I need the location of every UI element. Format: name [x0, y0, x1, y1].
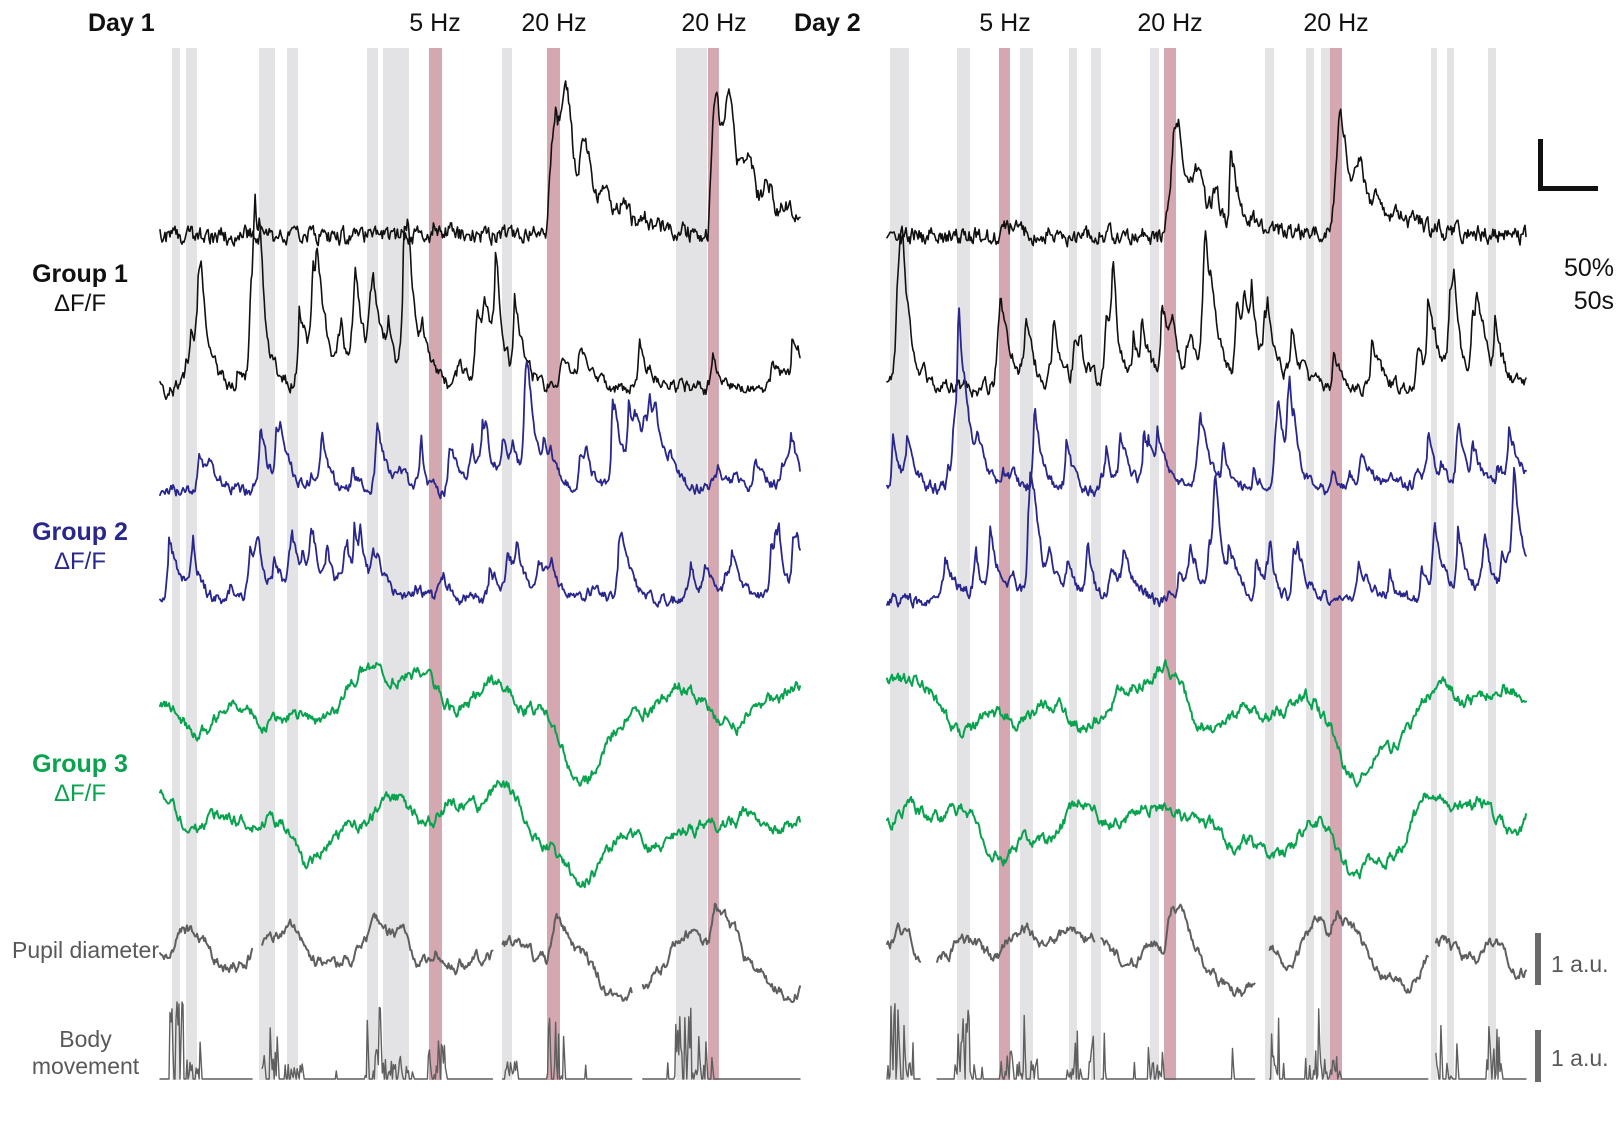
stim-band [429, 48, 442, 1080]
pupil-day1 [261, 912, 494, 976]
stim-band [1164, 48, 1176, 1080]
stim-label-day2-2: 20 Hz [1303, 9, 1369, 37]
body-day2 [886, 1003, 921, 1080]
movement-band [1488, 48, 1496, 1080]
group1-trace2-day1 [159, 193, 801, 401]
stim-band [708, 48, 719, 1080]
panel-title-day1: Day 1 [88, 9, 155, 37]
body-day1 [642, 1007, 801, 1080]
group3-trace2-day2 [886, 792, 1527, 880]
row-label-group2: Group 2 ΔF/F [0, 518, 160, 576]
group1-trace2-day2 [886, 225, 1527, 398]
stim-label-day1-2: 20 Hz [681, 9, 747, 37]
body-day1 [501, 1017, 633, 1080]
group1-subtitle: ΔF/F [53, 290, 107, 317]
panel-title-day2: Day 2 [794, 9, 861, 37]
body-scalebar [1535, 1030, 1541, 1082]
group1-trace1-day2 [886, 108, 1527, 248]
stim-label-day1-1: 20 Hz [521, 9, 587, 37]
group3-trace1-day2 [886, 659, 1527, 788]
movement-band [1265, 48, 1274, 1080]
pupil-day2 [1268, 910, 1429, 994]
body-scalebar-label: 1 a.u. [1551, 1045, 1609, 1071]
movement-band [287, 48, 298, 1080]
pupil-scalebar-label: 1 a.u. [1551, 951, 1609, 977]
group1-title: Group 1 [32, 260, 128, 288]
group3-subtitle: ΔF/F [53, 780, 107, 807]
stim-label-day2-0: 5 Hz [979, 9, 1031, 37]
movement-band [1306, 48, 1314, 1080]
group1-trace1-day1 [159, 80, 801, 247]
movement-band [1150, 48, 1159, 1080]
body-day2 [1100, 1032, 1256, 1080]
group2-trace2-day2 [886, 466, 1527, 609]
body-day2 [936, 1009, 1095, 1080]
pupil-day1 [641, 902, 801, 1003]
movement-band [1091, 48, 1101, 1080]
movement-band [1069, 48, 1077, 1080]
stim-band [1330, 48, 1342, 1080]
pupil-day1 [159, 924, 254, 973]
group3-title: Group 3 [32, 750, 128, 778]
row-label-body: Body movement [31, 1026, 140, 1079]
stim-label-day1-0: 5 Hz [409, 9, 461, 37]
stim-label-day2-1: 20 Hz [1137, 9, 1203, 37]
pupil-scalebar [1535, 933, 1541, 985]
movement-band [367, 48, 378, 1080]
stim-band [999, 48, 1010, 1080]
group2-title: Group 2 [32, 518, 128, 546]
group2-trace2-day1 [159, 521, 801, 608]
body-day1 [159, 1001, 253, 1080]
dff-scalebar-labels: 50% 50s [1500, 252, 1614, 318]
dff-scalebar [1538, 139, 1598, 191]
movement-band [1447, 48, 1454, 1080]
movement-band [957, 48, 970, 1080]
pupil-day2 [886, 922, 922, 963]
group2-trace1-day2 [886, 307, 1527, 498]
row-label-group1: Group 1 ΔF/F [0, 260, 160, 318]
movement-band [1431, 48, 1437, 1080]
pupil-day2 [936, 922, 1096, 963]
group2-subtitle: ΔF/F [53, 548, 107, 575]
pupil-day2 [1434, 934, 1527, 980]
body-day1 [261, 1006, 494, 1080]
group2-trace1-day1 [159, 361, 801, 500]
movement-band [1321, 48, 1331, 1080]
dff-scalebar-pct: 50% [1563, 254, 1614, 282]
pupil-day2 [1100, 903, 1256, 998]
dff-scalebar-time: 50s [1573, 287, 1614, 315]
body-day2 [1268, 1008, 1429, 1080]
group3-trace1-day1 [159, 661, 801, 787]
movement-band [186, 48, 197, 1080]
row-label-pupil: Pupil diameter [11, 937, 160, 963]
body-day2 [1435, 1024, 1527, 1080]
row-label-group3: Group 3 ΔF/F [0, 750, 160, 808]
group3-trace2-day1 [159, 779, 801, 889]
movement-band [383, 48, 409, 1080]
pupil-day1 [501, 912, 633, 1002]
